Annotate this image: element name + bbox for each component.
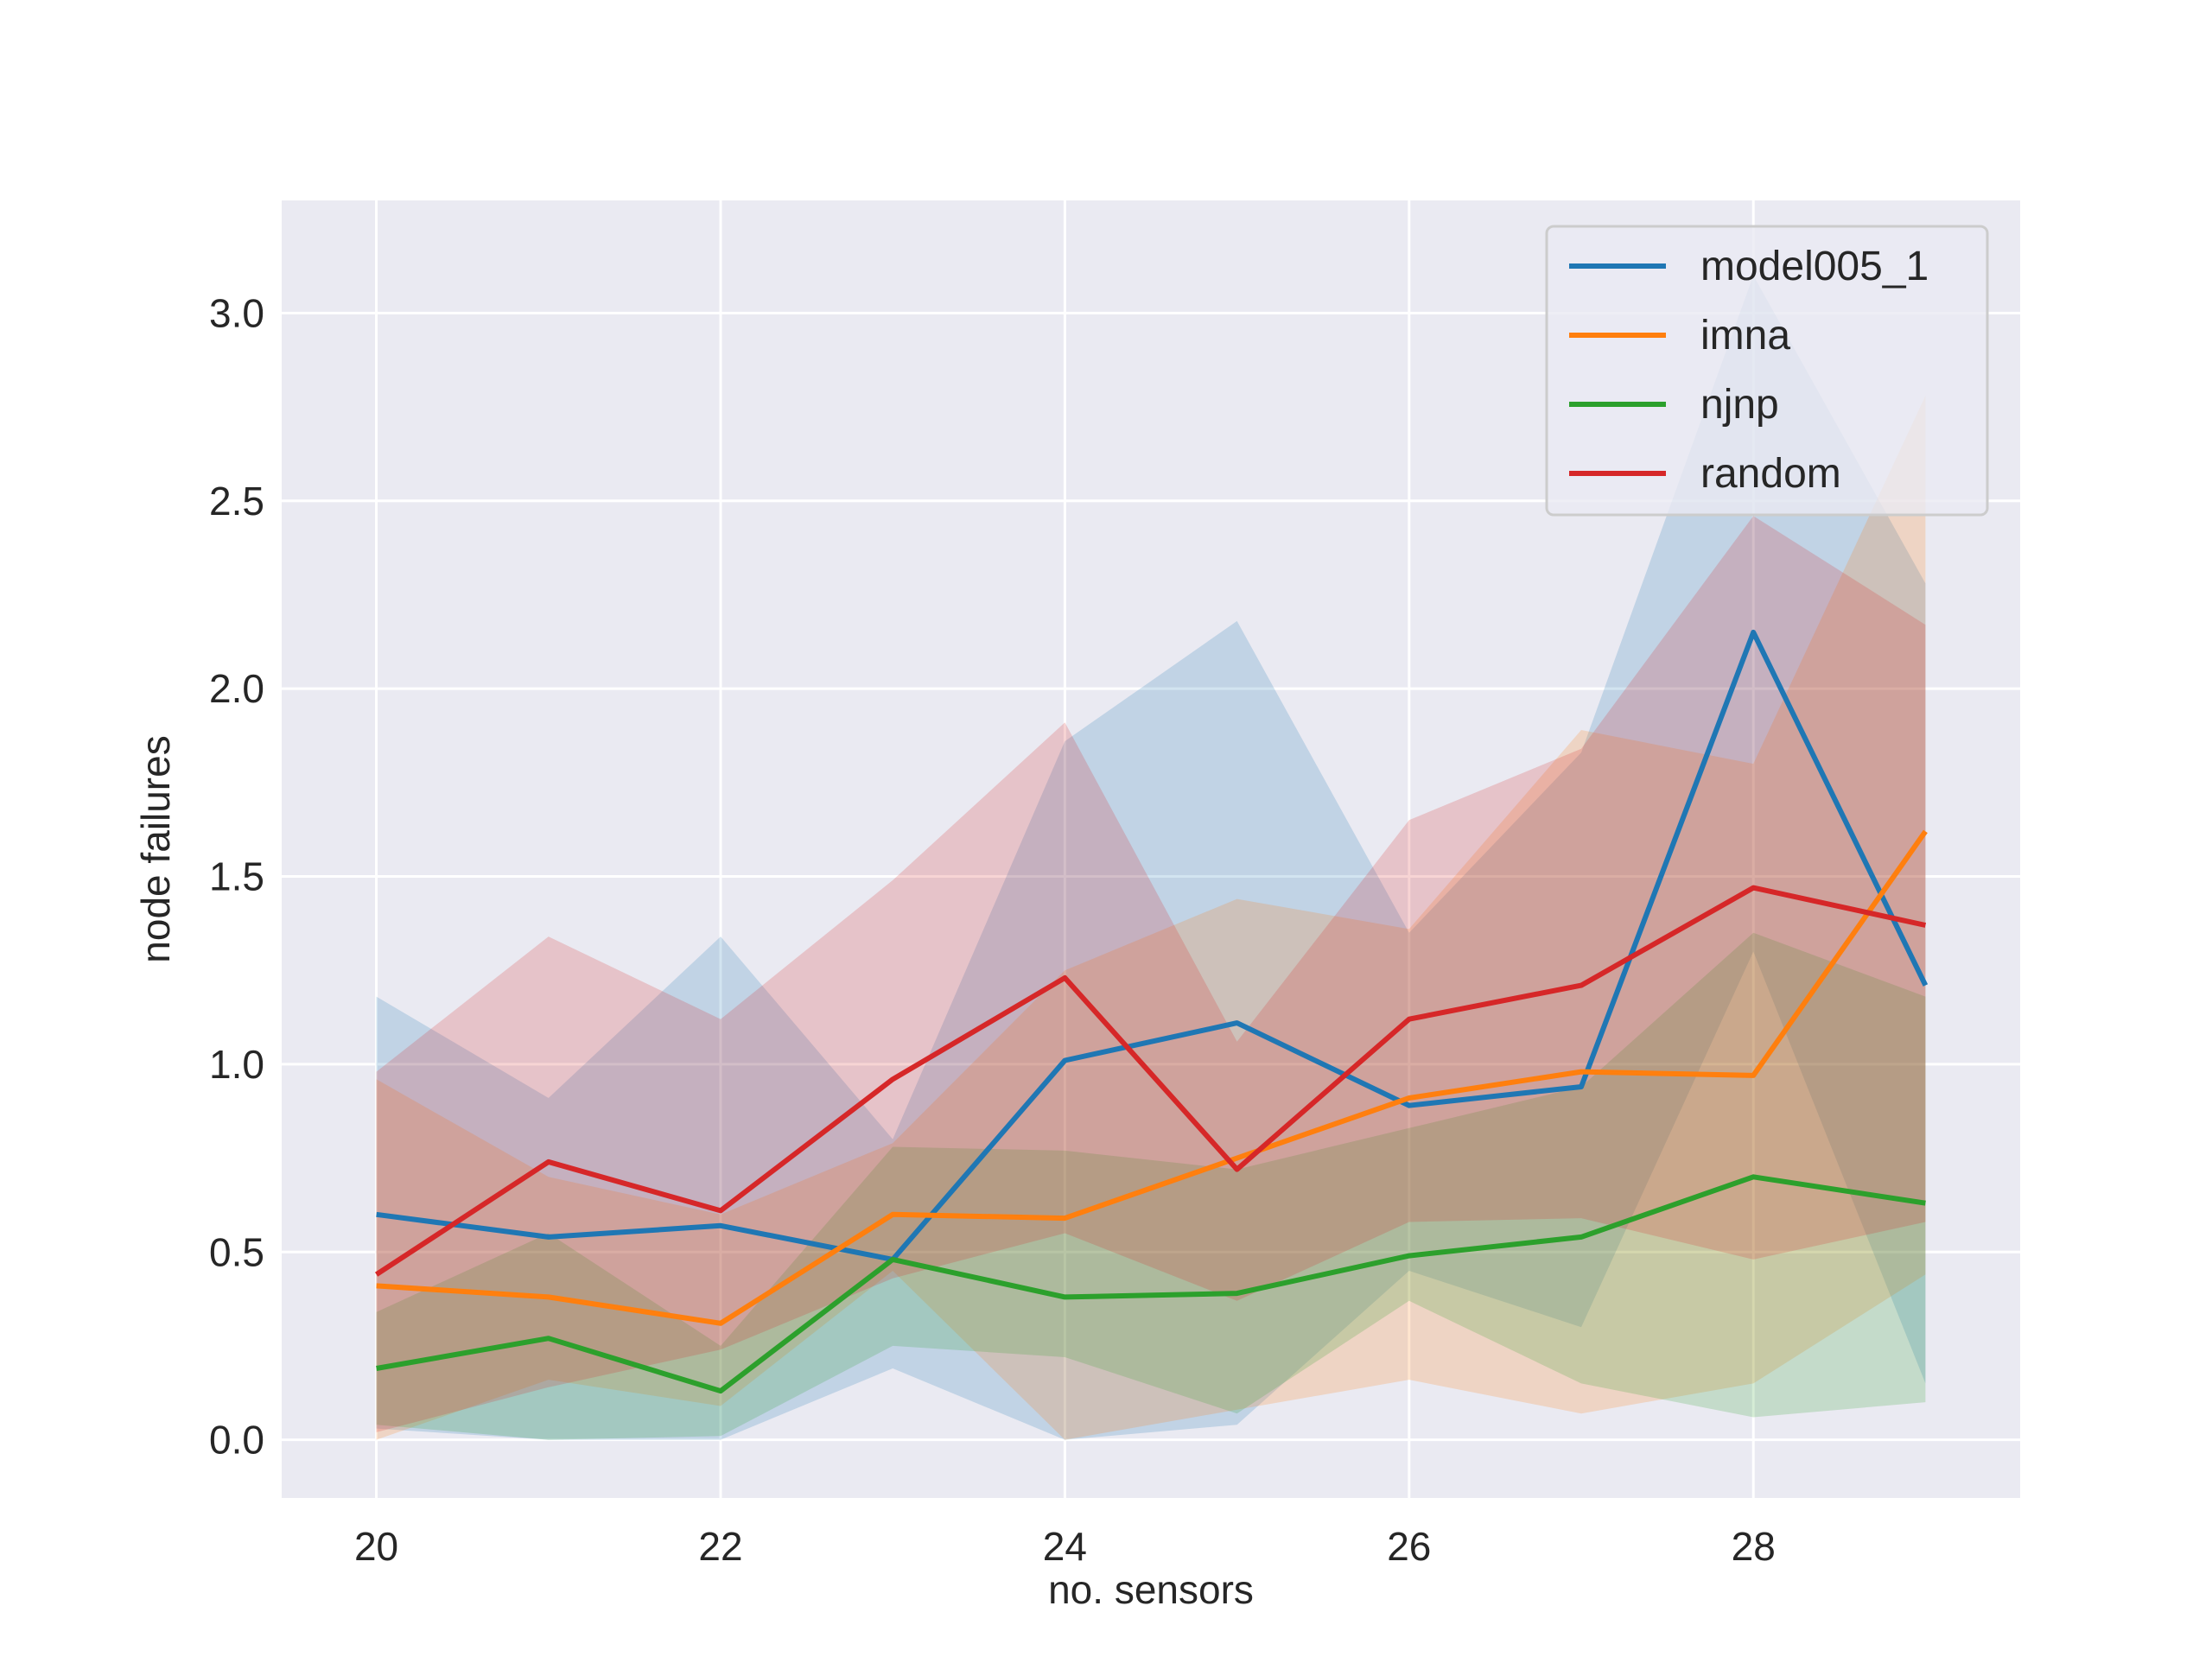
point-model005_1 [1925,985,1926,986]
series-line-njnp [376,1174,1926,1394]
point-model005_1 [1408,1105,1409,1106]
point-model005_1 [720,1225,721,1226]
legend-label-njnp: njnp [1700,382,1779,428]
point-imna [1408,1098,1409,1099]
band-random [376,516,1926,1432]
x-tick-label: 26 [1387,1524,1431,1569]
y-tick-label: 1.0 [209,1042,264,1087]
y-tick-label: 2.5 [209,479,264,524]
y-tick-label: 2.0 [209,666,264,711]
y-tick-label: 3.0 [209,290,264,335]
point-model005_1 [376,1214,377,1215]
series-line-random [374,885,1927,1277]
x-tick-label: 24 [1043,1524,1087,1569]
point-random [548,1161,549,1162]
point-njnp [1408,1255,1409,1256]
point-njnp [1581,1236,1582,1237]
legend-frame [1545,225,1989,517]
x-axis-label: no. sensors [1048,1567,1254,1612]
x-tick-label: 28 [1732,1524,1776,1569]
point-imna [548,1297,549,1298]
point-model005_1 [1236,1023,1237,1024]
x-tick-label: 22 [698,1524,742,1569]
point-random [720,1210,721,1211]
legend-label-imna: imna [1700,313,1790,359]
point-imna [376,1285,377,1286]
point-imna [1753,1075,1754,1076]
legend-label-random: random [1700,451,1841,497]
series-lines [374,629,1929,1394]
x-tick-label: 20 [354,1524,398,1569]
point-random [1753,887,1754,888]
series-line-imna [376,829,1928,1326]
y-tick-label: 0.5 [209,1229,264,1274]
point-random [1925,925,1926,926]
point-njnp [1236,1293,1237,1294]
point-random [376,1274,377,1275]
band-model005_1 [376,275,1926,1440]
point-model005_1 [548,1236,549,1237]
point-njnp [548,1338,549,1339]
y-tick-label: 1.5 [209,854,264,899]
point-imna [1581,1071,1582,1072]
y-axis-label: node failures [133,735,178,962]
point-njnp [720,1391,721,1392]
series-line-model005_1 [376,629,1929,1262]
point-random [1236,1169,1237,1170]
tick-labels: 20 22 24 26 28 0.0 0.5 1.0 1.5 2.0 2.5 3.0 [209,290,1776,1569]
legend-label-model005_1: model005_1 [1700,244,1929,289]
point-model005_1 [1581,1086,1582,1087]
point-njnp [376,1368,377,1369]
y-tick-label: 0.0 [209,1418,264,1463]
band-imna [376,396,1926,1440]
point-imna [1925,831,1926,832]
point-random [1581,985,1582,986]
